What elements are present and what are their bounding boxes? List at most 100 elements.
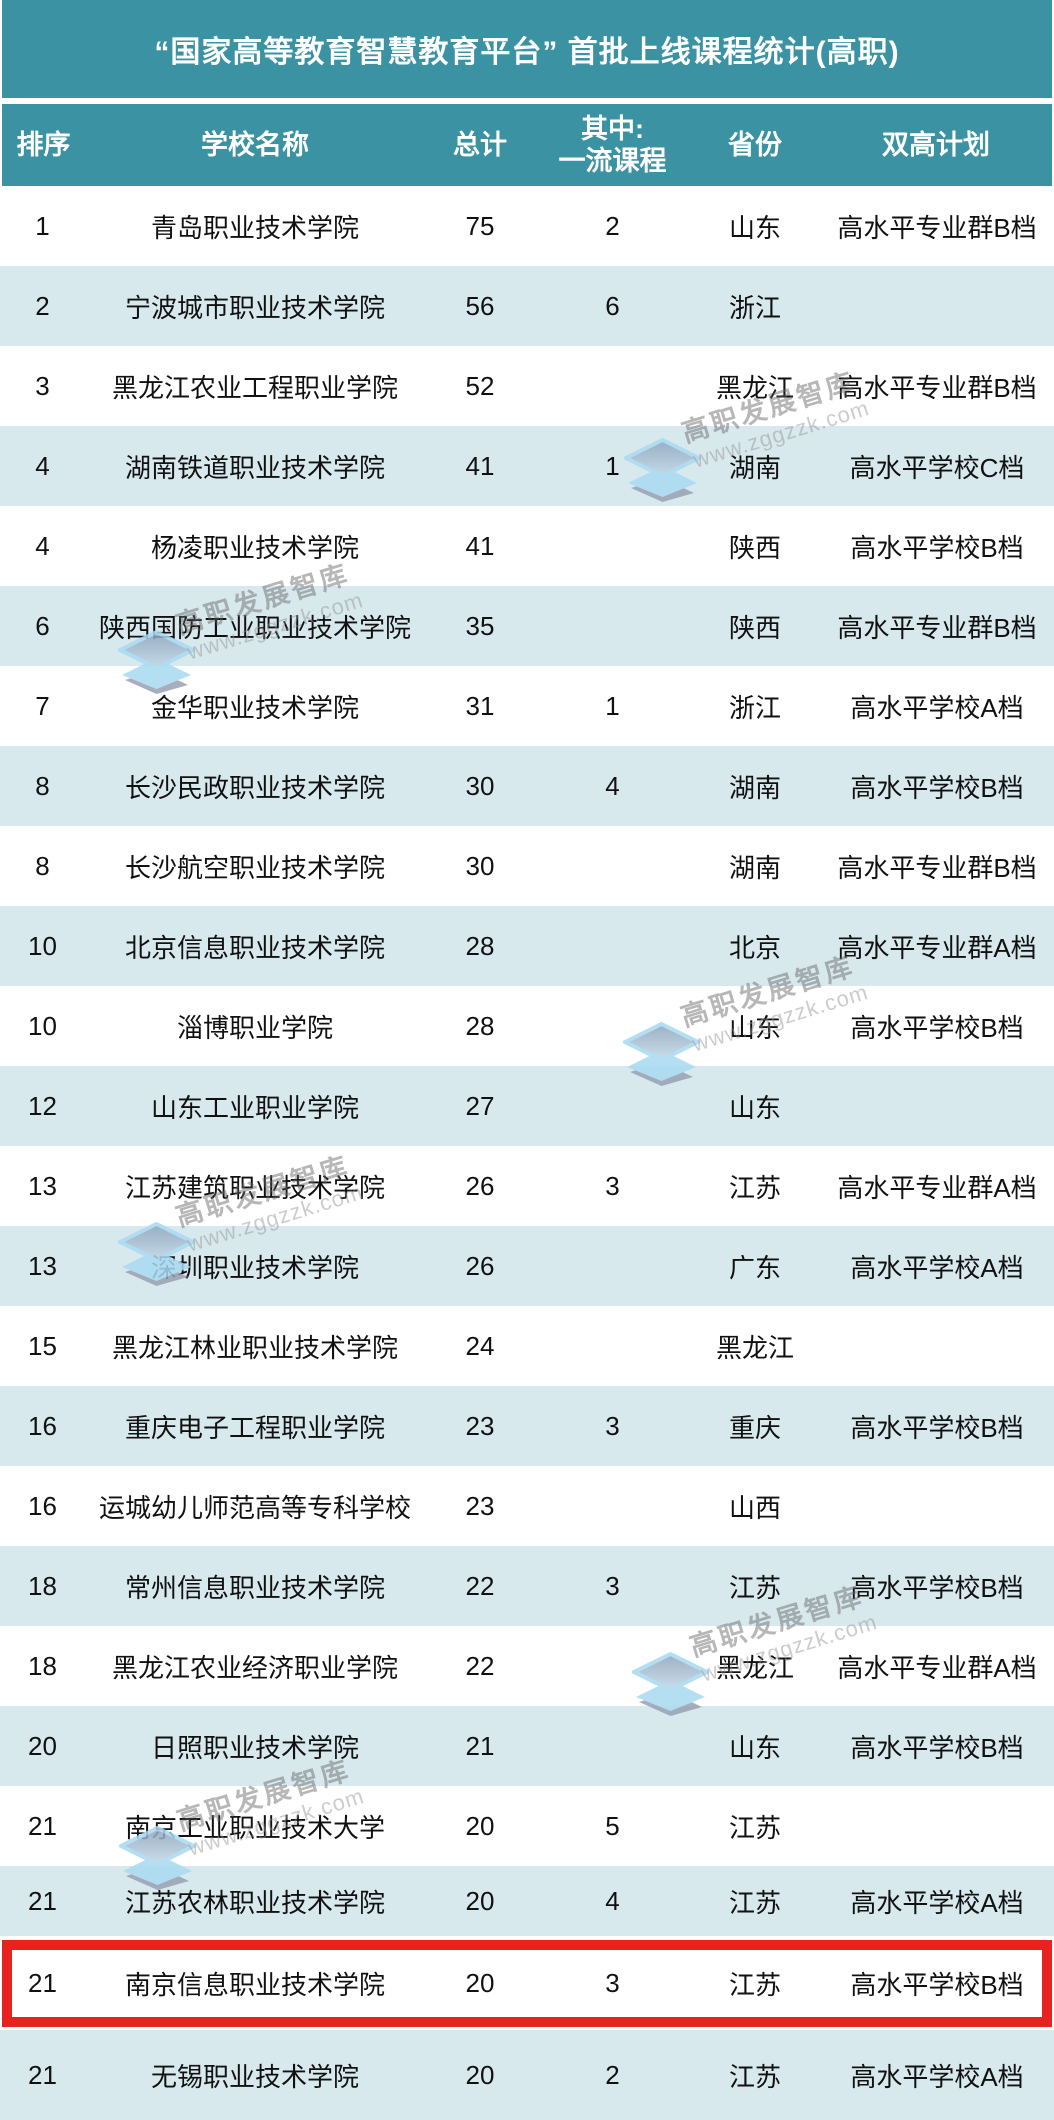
first-class-cell: 1 [605, 450, 620, 481]
total-cell: 20 [465, 2059, 495, 2090]
table-row: 18 黑龙江农业经济职业学院 22 黑龙江 高水平专业群A档 [0, 1626, 1054, 1706]
table-row: 6 陕西国防工业职业技术学院 35 陕西 高水平专业群B档 [0, 586, 1054, 666]
rank-cell: 12 [28, 1090, 57, 1121]
school-cell: 重庆电子工程职业学院 [124, 1412, 385, 1443]
first-class-cell: 2 [605, 210, 620, 241]
table-row: 21 南京工业职业技术大学 20 5 江苏 [0, 1786, 1054, 1866]
school-cell: 长沙航空职业技术学院 [124, 852, 385, 883]
total-cell: 20 [465, 1810, 495, 1841]
rank-cell: 4 [35, 450, 50, 481]
school-cell: 黑龙江林业职业技术学院 [111, 1332, 398, 1363]
table-row: 15 黑龙江林业职业技术学院 24 黑龙江 [0, 1306, 1054, 1386]
plan-cell: 高水平学校A档 [850, 692, 1024, 723]
total-cell: 20 [465, 1967, 495, 1998]
table-row: 12 山东工业职业学院 27 山东 [0, 1066, 1054, 1146]
total-cell: 35 [465, 610, 495, 641]
school-cell: 深圳职业技术学院 [150, 1252, 359, 1283]
table-row: 8 长沙民政职业技术学院 30 4 湖南 高水平学校B档 [0, 746, 1054, 826]
province-cell: 江苏 [728, 1887, 781, 1918]
table-row: 13 江苏建筑职业技术学院 26 3 江苏 高水平专业群A档 [0, 1146, 1054, 1226]
province-cell: 黑龙江 [715, 1652, 794, 1683]
province-cell: 江苏 [728, 1812, 781, 1843]
plan-cell: 高水平学校B档 [850, 532, 1024, 563]
first-class-cell: 2 [605, 2059, 620, 2090]
total-cell: 24 [465, 1330, 495, 1361]
total-cell: 23 [465, 1410, 495, 1441]
rank-cell: 21 [28, 1967, 57, 1998]
school-cell: 宁波城市职业技术学院 [124, 292, 385, 323]
total-cell: 56 [465, 290, 495, 321]
school-cell: 常州信息职业技术学院 [124, 1572, 385, 1603]
school-cell: 南京信息职业技术学院 [124, 1969, 385, 2000]
column-header-rank: 排序 [16, 129, 71, 160]
rank-cell: 13 [28, 1170, 57, 1201]
table-row: 16 重庆电子工程职业学院 23 3 重庆 高水平学校B档 [0, 1386, 1054, 1466]
plan-cell: 高水平学校B档 [850, 1732, 1024, 1763]
rank-cell: 21 [28, 1810, 57, 1841]
total-cell: 30 [465, 850, 495, 881]
page-title: “国家高等教育智慧教育平台” 首批上线课程统计(高职) [2, 0, 1052, 98]
school-cell: 北京信息职业技术学院 [124, 932, 385, 963]
province-cell: 山西 [728, 1492, 781, 1523]
province-cell: 广东 [728, 1252, 781, 1283]
table-row: 3 黑龙江农业工程职业学院 52 黑龙江 高水平专业群B档 [0, 346, 1054, 426]
province-cell: 湖南 [728, 772, 781, 803]
rank-cell: 13 [28, 1250, 57, 1281]
rank-cell: 4 [35, 530, 50, 561]
total-cell: 21 [465, 1730, 495, 1761]
table-row: 8 长沙航空职业技术学院 30 湖南 高水平专业群B档 [0, 826, 1054, 906]
plan-cell: 高水平学校A档 [850, 2061, 1024, 2092]
plan-cell: 高水平学校B档 [850, 1969, 1024, 2000]
total-cell: 30 [465, 770, 495, 801]
rank-cell: 2 [35, 290, 50, 321]
school-cell: 长沙民政职业技术学院 [124, 772, 385, 803]
total-cell: 41 [465, 450, 495, 481]
total-cell: 26 [465, 1170, 495, 1201]
school-cell: 南京工业职业技术大学 [124, 1812, 385, 1843]
province-cell: 山东 [728, 1092, 781, 1123]
first-class-cell: 3 [605, 1967, 620, 1998]
province-cell: 江苏 [728, 1572, 781, 1603]
total-cell: 52 [465, 370, 495, 401]
school-cell: 江苏建筑职业技术学院 [124, 1172, 385, 1203]
province-cell: 重庆 [728, 1412, 781, 1443]
first-class-cell: 3 [605, 1170, 620, 1201]
plan-cell: 高水平专业群B档 [837, 612, 1037, 643]
column-header-province: 省份 [728, 129, 782, 160]
column-header-total: 总计 [453, 129, 507, 160]
school-cell: 日照职业技术学院 [150, 1732, 359, 1763]
plan-cell: 高水平专业群A档 [837, 1652, 1037, 1683]
total-cell: 20 [465, 1885, 495, 1916]
table-row: 2 宁波城市职业技术学院 56 6 浙江 [0, 266, 1054, 346]
total-cell: 28 [465, 930, 495, 961]
rank-cell: 7 [35, 690, 50, 721]
plan-cell: 高水平学校C档 [849, 452, 1025, 483]
plan-cell: 高水平专业群B档 [837, 212, 1037, 243]
province-cell: 山东 [728, 1012, 781, 1043]
table-row: 7 金华职业技术学院 31 1 浙江 高水平学校A档 [0, 666, 1054, 746]
table-row: 10 北京信息职业技术学院 28 北京 高水平专业群A档 [0, 906, 1054, 986]
column-header-school: 学校名称 [201, 129, 309, 160]
table-body: 1 青岛职业技术学院 75 2 山东 高水平专业群B档 2 宁波城市职业技术学院 56 6 浙江 3 黑… [0, 186, 1054, 2120]
table-row: 20 日照职业技术学院 21 山东 高水平学校B档 [0, 1706, 1054, 1786]
province-cell: 山东 [728, 212, 781, 243]
table-row: 21 江苏农林职业技术学院 20 4 江苏 高水平学校A档 [0, 1866, 1054, 1936]
province-cell: 江苏 [728, 1969, 781, 2000]
total-cell: 23 [465, 1490, 495, 1521]
school-cell: 山东工业职业学院 [150, 1092, 359, 1123]
rank-cell: 1 [35, 210, 50, 241]
plan-cell: 高水平专业群B档 [837, 852, 1037, 883]
first-class-cell: 3 [605, 1570, 620, 1601]
province-cell: 陕西 [728, 532, 781, 563]
rank-cell: 21 [28, 2059, 57, 2090]
school-cell: 黑龙江农业经济职业学院 [111, 1652, 398, 1683]
table-row: 21 无锡职业技术学院 20 2 江苏 高水平学校A档 [0, 2030, 1054, 2120]
first-class-cell: 3 [605, 1410, 620, 1441]
province-cell: 江苏 [728, 1172, 781, 1203]
plan-cell: 高水平专业群A档 [837, 932, 1037, 963]
school-cell: 杨凌职业技术学院 [150, 532, 359, 563]
plan-cell: 高水平学校B档 [850, 1572, 1024, 1603]
plan-cell: 高水平专业群A档 [837, 1172, 1037, 1203]
plan-cell: 高水平学校B档 [850, 1412, 1024, 1443]
